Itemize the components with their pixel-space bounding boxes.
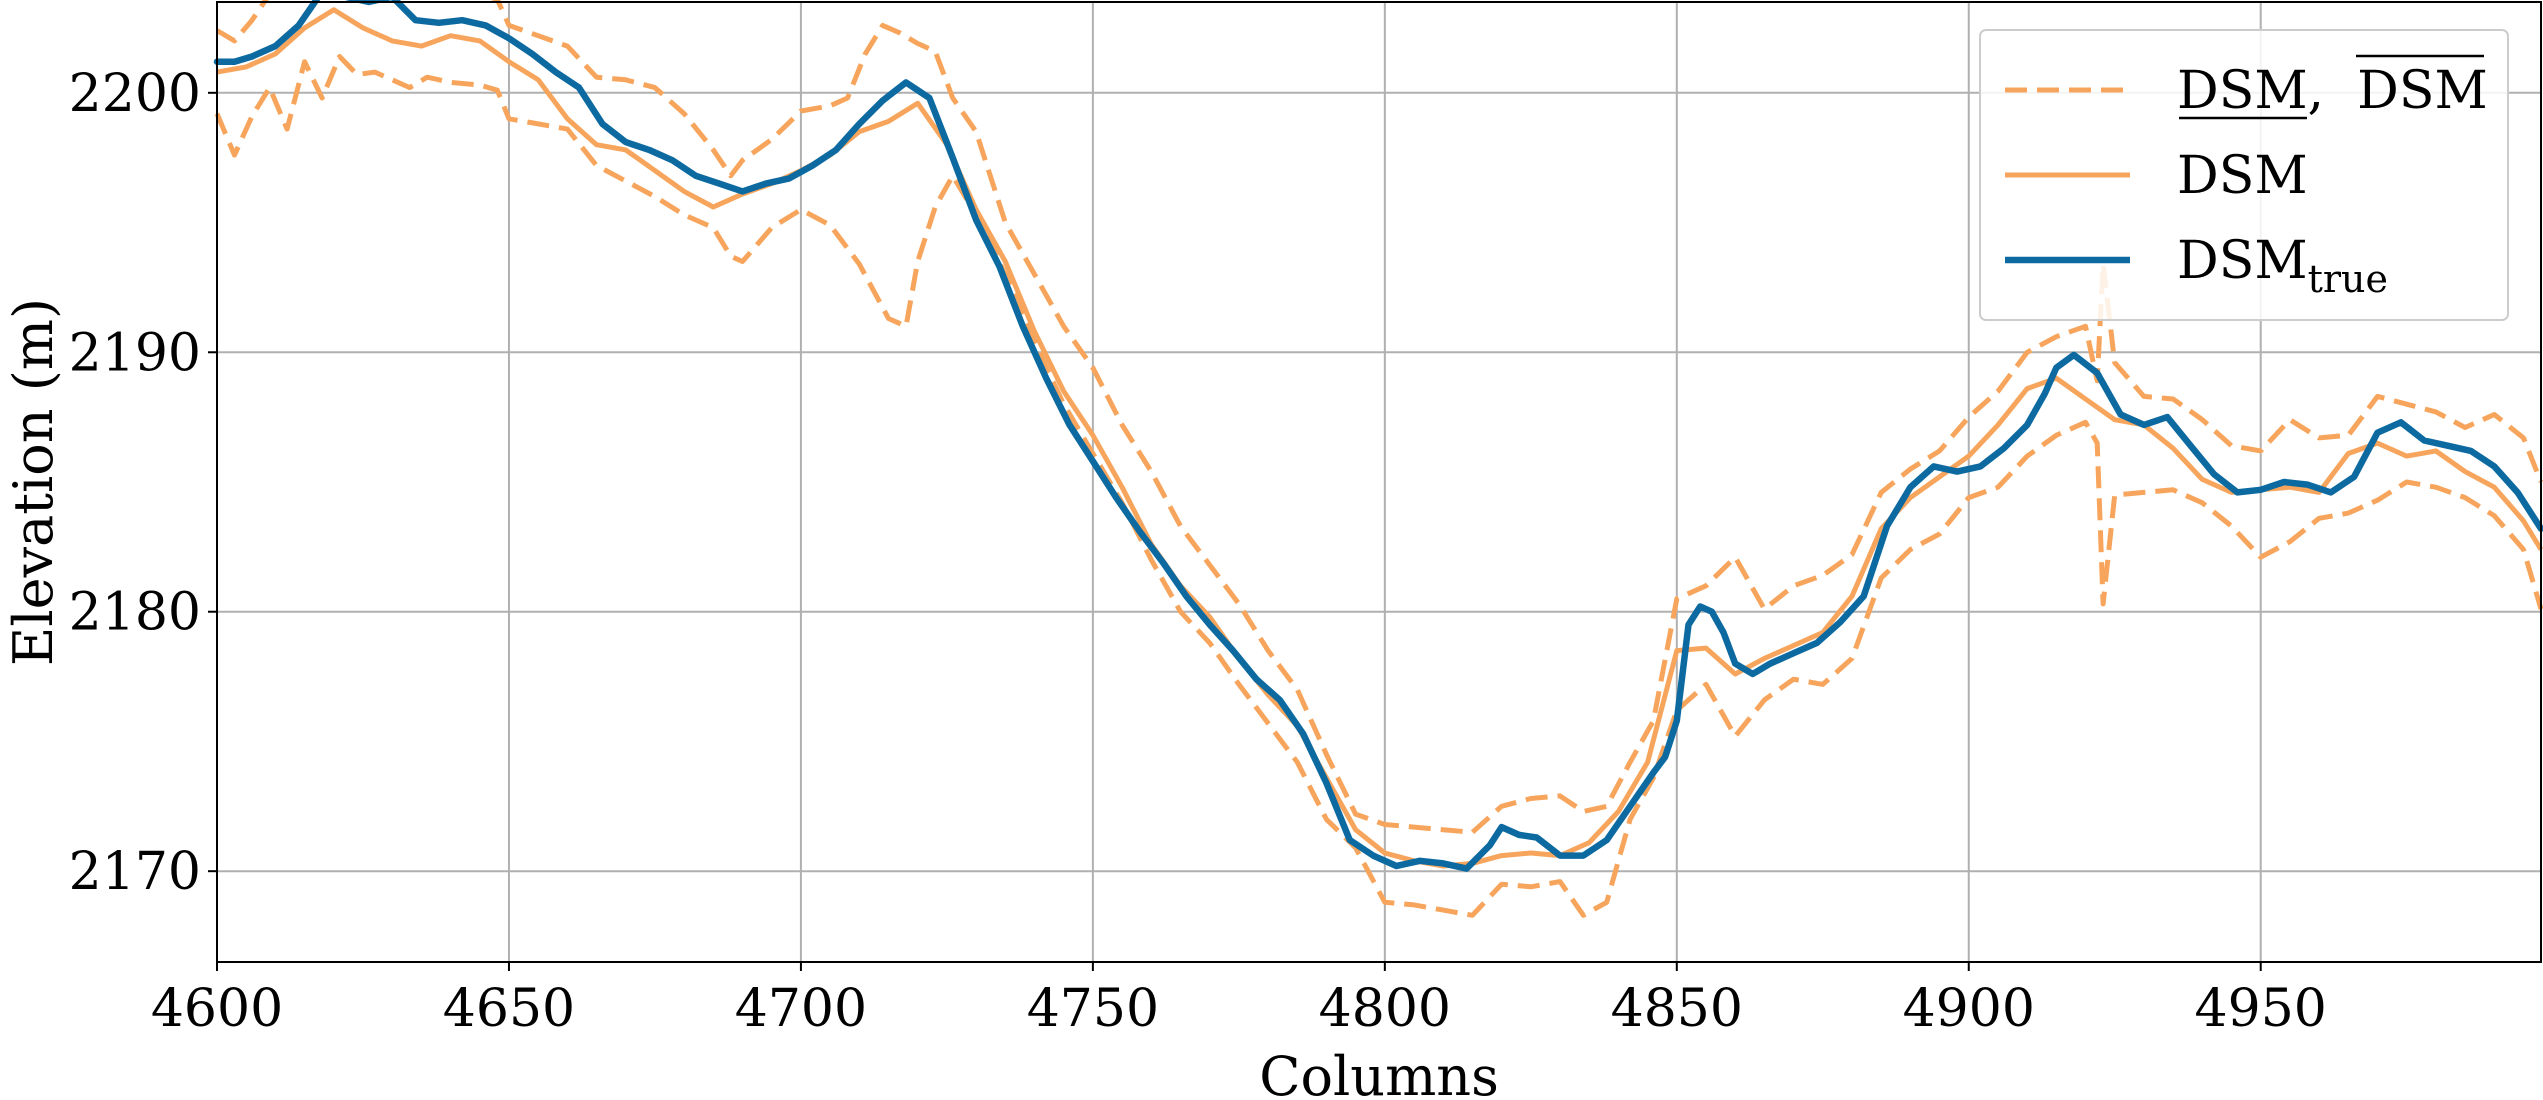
tick-labels: 4600 4650 4700 4750 4800 4850 4900 4950 2170 2180… xyxy=(69,64,2327,1039)
series-line-lower xyxy=(214,54,2543,918)
y-axis-label: Elevation (m) xyxy=(2,298,65,666)
legend-label-mean: DSM xyxy=(2177,146,2308,206)
y-tick-label: 2170 xyxy=(69,842,201,902)
series-line-upper xyxy=(215,0,2543,835)
series-line-true xyxy=(213,0,2543,872)
series-line-mean xyxy=(216,7,2543,869)
x-tick-label: 4850 xyxy=(1611,979,1743,1039)
x-tick-label: 4700 xyxy=(735,979,867,1039)
series-layer xyxy=(213,0,2543,918)
y-tick-label: 2180 xyxy=(69,583,201,643)
x-tick-label: 4800 xyxy=(1319,979,1451,1039)
x-tick-label: 4750 xyxy=(1027,979,1159,1039)
plot-frame xyxy=(216,1,2542,963)
x-tick-label: 4900 xyxy=(1903,979,2035,1039)
y-tick-label: 2200 xyxy=(69,64,201,124)
legend-label-true: DSMtrue xyxy=(2177,231,2388,301)
x-axis-label: Columns xyxy=(1259,1045,1499,1100)
y-tick-label: 2190 xyxy=(69,323,201,383)
legend: DSM, DSM DSM DSMtrue xyxy=(1979,29,2509,321)
legend-box xyxy=(1979,29,2509,321)
legend-label-true-main: DSM xyxy=(2177,231,2308,291)
x-tick-label: 4650 xyxy=(443,979,575,1039)
legend-label-bounds: DSM, DSM xyxy=(2177,61,2488,121)
x-tick-label: 4950 xyxy=(2195,979,2327,1039)
x-tick-label: 4600 xyxy=(151,979,283,1039)
legend-label-true-subscript: true xyxy=(2308,257,2388,301)
